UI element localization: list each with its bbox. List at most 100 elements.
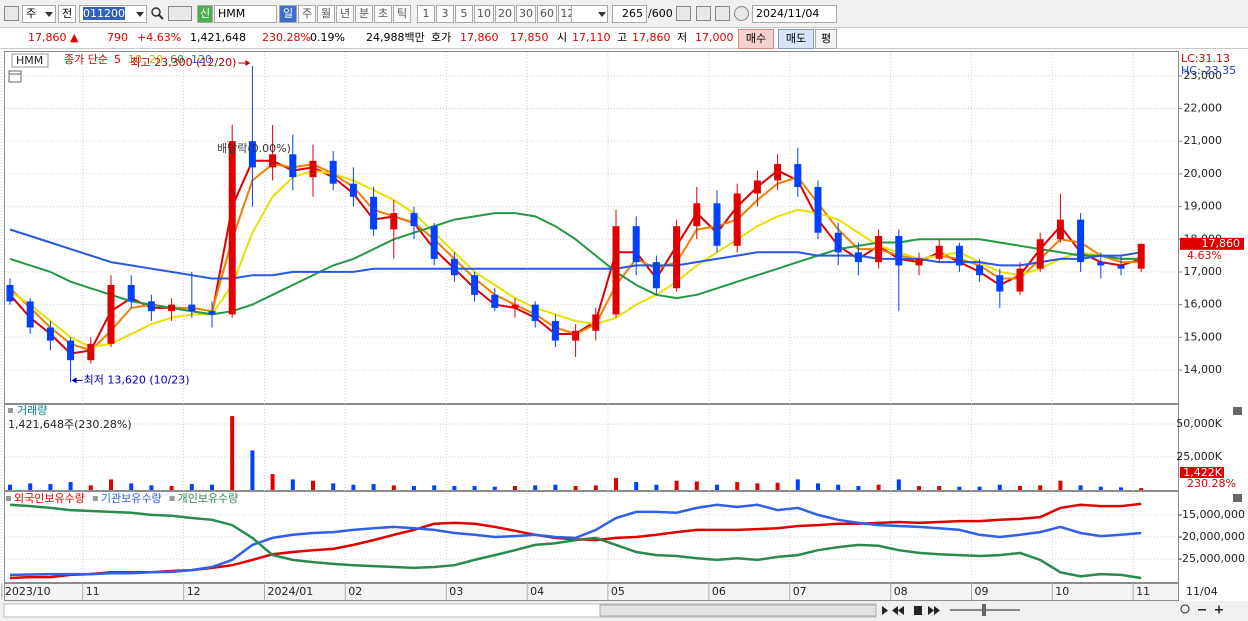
x-tick-label: 07: [793, 585, 807, 598]
legend-entry: 120: [191, 53, 212, 66]
candle-body: [26, 301, 34, 328]
period-button[interactable]: 초: [374, 5, 392, 23]
unit-select[interactable]: [571, 5, 608, 23]
volume-bar: [614, 478, 618, 490]
candle-body: [1016, 268, 1024, 292]
zoom-handle[interactable]: [982, 604, 986, 616]
candle-body: [147, 301, 155, 312]
volume-bar: [412, 486, 416, 490]
scroll-thumb[interactable]: [599, 604, 877, 617]
period-button[interactable]: 년: [336, 5, 354, 23]
count-input[interactable]: 265: [612, 5, 647, 23]
period-button[interactable]: 30: [516, 5, 536, 23]
right-label: HC:-23.35: [1181, 64, 1236, 77]
code-input[interactable]: 011200: [79, 5, 147, 23]
scroll-buttons: [882, 604, 1223, 616]
period-button[interactable]: 1: [417, 5, 435, 23]
candle-body: [1056, 219, 1064, 240]
volume-bar: [674, 480, 679, 490]
period-button[interactable]: 10: [474, 5, 494, 23]
avg-button[interactable]: 평: [815, 29, 837, 49]
market-button[interactable]: 전: [58, 5, 76, 23]
candle-body: [632, 226, 640, 263]
plus-button[interactable]: [1215, 605, 1223, 614]
volume-bar: [129, 483, 134, 490]
tool-icon[interactable]: [696, 6, 711, 21]
candle-body: [733, 193, 741, 246]
stop-button[interactable]: [914, 606, 922, 615]
candle-body: [652, 262, 660, 289]
period-button[interactable]: 5: [455, 5, 473, 23]
calendar-icon[interactable]: [8, 70, 22, 83]
y-tick-label: -25,000,000: [1178, 552, 1245, 565]
next-button[interactable]: [882, 606, 888, 615]
amount: 24,988백만: [366, 31, 425, 44]
lens: [151, 7, 161, 17]
y-tick-label: 50,000K: [1176, 417, 1222, 430]
volume-bar: [735, 482, 740, 490]
name-input[interactable]: HMM: [214, 5, 277, 23]
x-tick-label: 03: [449, 585, 463, 598]
candle-body: [753, 180, 761, 194]
candle-body: [269, 154, 277, 168]
market-text: 전: [62, 7, 73, 20]
legend-box: [11, 53, 49, 68]
period-button[interactable]: 월: [317, 5, 335, 23]
tool-icon[interactable]: [676, 6, 691, 21]
y-tick-label: 14,000: [1184, 363, 1223, 376]
legend-entry: 10: [128, 53, 142, 66]
dropdown-arrow: [45, 12, 53, 17]
volume-panel: [4, 404, 1179, 491]
legend-entry: 개인보유수량: [178, 492, 239, 505]
change: 790: [107, 31, 128, 44]
credit-text: 신: [200, 7, 211, 20]
search-icon[interactable]: [150, 6, 165, 21]
volume-bar: [290, 479, 295, 490]
volume-bar: [896, 479, 901, 490]
panel-close[interactable]: [1233, 407, 1242, 415]
period-button[interactable]: 3: [436, 5, 454, 23]
y-tick-label: 17,000: [1184, 265, 1223, 278]
candle-body: [794, 164, 802, 187]
panel-close[interactable]: [1233, 494, 1242, 502]
settings-icon[interactable]: [734, 6, 749, 21]
forward-button[interactable]: [928, 606, 940, 615]
x-tick-label: 12: [187, 585, 201, 598]
save-icon[interactable]: [715, 6, 730, 21]
price: 17,860 ▲: [28, 31, 79, 44]
period-button[interactable]: 20: [495, 5, 515, 23]
volume-bar: [1119, 487, 1123, 490]
period-button[interactable]: 일: [279, 5, 297, 23]
sound-icon[interactable]: [168, 6, 192, 21]
y-tick-label: 23,000: [1184, 69, 1223, 82]
volume-bar: [836, 484, 841, 490]
code-text: 011200: [83, 7, 125, 20]
volume-bar: [189, 484, 194, 490]
buy-button[interactable]: 매수: [738, 29, 774, 49]
volume-bar: [654, 484, 659, 490]
change-pct: +4.63%: [137, 31, 182, 44]
count-text: 265: [622, 7, 643, 20]
moving-average: [9, 169, 1142, 349]
toolbar: 주 전 011200 신 HMM 일주월년분초틱13510203060120 2…: [0, 0, 1248, 28]
date-input[interactable]: 2024/11/04: [752, 5, 837, 23]
volume-bar: [68, 482, 73, 490]
zoom-icon[interactable]: [1180, 604, 1190, 614]
menu-icon[interactable]: [4, 6, 19, 21]
sell-button[interactable]: 매도: [778, 29, 814, 49]
period-button[interactable]: 틱: [393, 5, 411, 23]
period-button[interactable]: 60: [537, 5, 557, 23]
candle-body: [511, 304, 519, 308]
period-button[interactable]: 주: [298, 5, 316, 23]
rewind-button[interactable]: [892, 606, 904, 615]
background: [0, 49, 1248, 621]
chart-cycle-select[interactable]: 주: [22, 5, 56, 23]
period-button[interactable]: 분: [355, 5, 373, 23]
candle-body: [895, 235, 903, 266]
volume-bar: [755, 483, 760, 490]
volume-bar: [331, 483, 336, 490]
volume-bar: [593, 485, 598, 490]
low-arrow-head: [71, 377, 77, 384]
minus-button[interactable]: [1198, 609, 1206, 611]
x-tick-label: 09: [975, 585, 989, 598]
